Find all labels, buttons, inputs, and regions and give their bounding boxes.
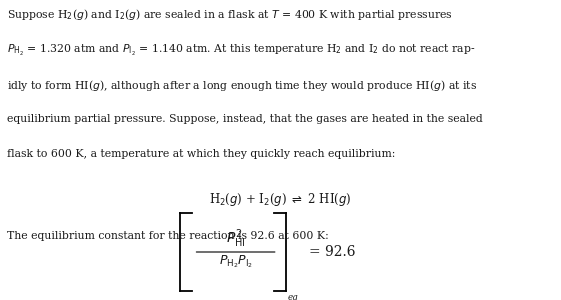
Text: The equilibrium constant for the reaction is 92.6 at 600 K:: The equilibrium constant for the reactio… [7,231,329,241]
Text: $P_{\mathrm{H_2}}P_{\mathrm{I_2}}$: $P_{\mathrm{H_2}}P_{\mathrm{I_2}}$ [219,254,252,270]
Text: flask to 600 K, a temperature at which they quickly reach equilibrium:: flask to 600 K, a temperature at which t… [7,149,395,159]
Text: idly to form HI($g$), although after a long enough time they would produce HI($g: idly to form HI($g$), although after a l… [7,78,477,93]
Text: equilibrium partial pressure. Suppose, instead, that the gases are heated in the: equilibrium partial pressure. Suppose, i… [7,114,482,124]
Text: H$_2$($g$) + I$_2$($g$) $\rightleftharpoons$ 2 HI($g$): H$_2$($g$) + I$_2$($g$) $\rightleftharpo… [209,190,352,208]
Text: $P_{\mathrm{HI}}^{2}$: $P_{\mathrm{HI}}^{2}$ [226,228,245,250]
Text: Suppose H$_2$($g$) and I$_2$($g$) are sealed in a flask at $T$ = 400 K with part: Suppose H$_2$($g$) and I$_2$($g$) are se… [7,8,453,22]
Text: $P_{\mathrm{H_2}}$ = 1.320 atm and $P_{\mathrm{I_2}}$ = 1.140 atm. At this tempe: $P_{\mathrm{H_2}}$ = 1.320 atm and $P_{\… [7,43,475,58]
Text: = 92.6: = 92.6 [309,245,355,259]
Text: eq: eq [288,292,298,300]
